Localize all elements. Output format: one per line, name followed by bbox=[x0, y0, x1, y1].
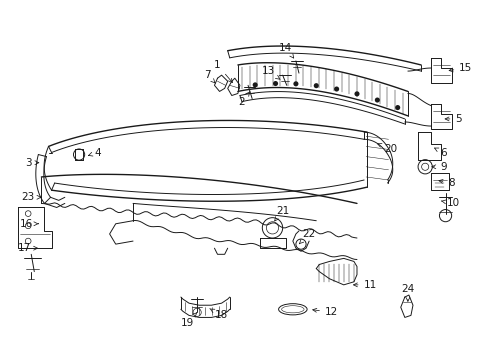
Text: 11: 11 bbox=[353, 280, 376, 290]
Text: 2: 2 bbox=[238, 92, 249, 107]
Text: 14: 14 bbox=[279, 43, 293, 58]
Text: 22: 22 bbox=[299, 229, 315, 244]
Circle shape bbox=[313, 83, 318, 88]
Circle shape bbox=[333, 86, 339, 91]
Text: 3: 3 bbox=[25, 158, 39, 168]
Text: 12: 12 bbox=[312, 307, 338, 317]
Text: 9: 9 bbox=[431, 162, 446, 172]
Circle shape bbox=[354, 91, 359, 96]
Text: 20: 20 bbox=[377, 144, 396, 154]
Circle shape bbox=[374, 98, 379, 103]
Text: 24: 24 bbox=[401, 284, 414, 301]
Text: 23: 23 bbox=[21, 192, 41, 202]
Text: 19: 19 bbox=[180, 313, 196, 328]
Text: 6: 6 bbox=[434, 148, 446, 158]
Text: 13: 13 bbox=[261, 66, 280, 80]
Text: 16: 16 bbox=[20, 219, 38, 229]
Circle shape bbox=[252, 82, 257, 87]
Text: 8: 8 bbox=[438, 178, 454, 188]
Text: 7: 7 bbox=[203, 70, 215, 83]
Text: 1: 1 bbox=[214, 60, 232, 82]
Text: 5: 5 bbox=[444, 114, 461, 124]
Text: 10: 10 bbox=[441, 198, 459, 208]
Circle shape bbox=[293, 81, 298, 86]
Text: 15: 15 bbox=[448, 63, 471, 73]
Text: 4: 4 bbox=[88, 148, 101, 158]
Circle shape bbox=[394, 105, 400, 110]
Text: 18: 18 bbox=[209, 309, 228, 320]
Circle shape bbox=[272, 81, 278, 86]
Text: 17: 17 bbox=[18, 243, 38, 253]
Text: 21: 21 bbox=[274, 206, 289, 221]
